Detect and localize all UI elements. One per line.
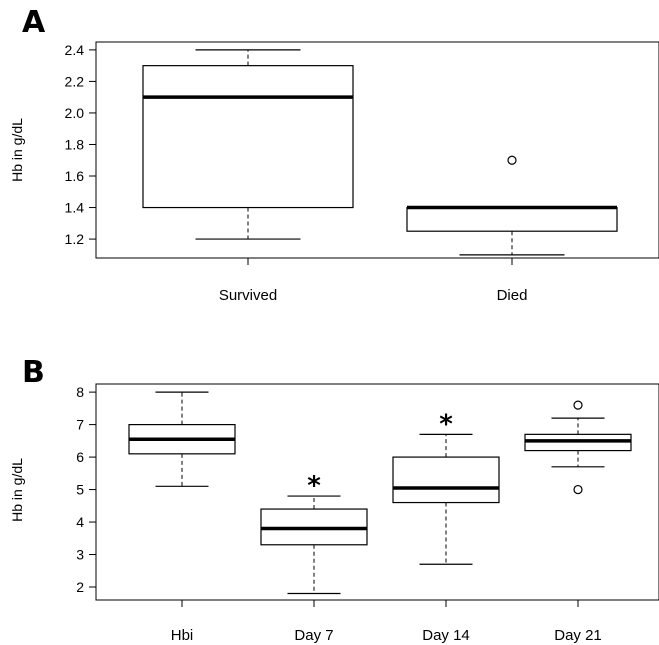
panel-a-y-tick-label: 1.8 [65, 136, 85, 152]
panel-b-significance-marker: * [307, 471, 321, 501]
panel-a-iqr-box [406, 206, 618, 232]
panel-a-y-tick-label: 1.4 [65, 200, 85, 216]
panel-b-category-label: Day 14 [422, 627, 470, 644]
panel-a-y-tick-label: 2.2 [65, 73, 85, 89]
panel-b-box-group: * [260, 471, 368, 595]
panel-a-box-group [406, 155, 618, 256]
panel-b-box-group [524, 400, 632, 495]
panel-a-category-labels: Survived Died [219, 258, 528, 304]
panel-b-boxes: ** [128, 391, 632, 595]
panel-b-category-label: Day 7 [294, 627, 333, 644]
panel-a-y-tick-label: 2.4 [65, 42, 85, 58]
panel-b-y-tick-label: 2 [76, 579, 84, 595]
panel-a-box-group [142, 49, 354, 240]
panel-b-y-tick-label: 8 [76, 384, 84, 400]
panel-b-box-group: * [392, 409, 500, 565]
panel-b-outlier-point [573, 484, 583, 495]
panel-a-category-label: Survived [219, 287, 277, 304]
panel-b-iqr-box [392, 456, 500, 504]
panel-a-y-axis-label: Hb in g/dL [9, 118, 25, 182]
panel-b-y-tick-label: 7 [76, 417, 84, 433]
panel-a: A Hb in g/dL 1.2 1.4 1.6 1.8 2.0 2.2 2.4 Survi… [9, 5, 659, 304]
panel-a-y-tick-label: 1.2 [65, 231, 85, 247]
panel-a-boxes [142, 49, 618, 256]
panel-b-category-label: Hbi [171, 627, 194, 644]
panel-b-y-tick-label: 3 [76, 547, 84, 563]
panel-a-y-tick-label: 1.6 [65, 168, 85, 184]
panel-a-iqr-box [142, 65, 354, 209]
panel-b-letter: B [22, 355, 45, 390]
panel-b-y-tick-label: 4 [76, 514, 84, 530]
panel-b-y-tick-label: 6 [76, 449, 84, 465]
panel-b-y-ticks: 2 3 4 5 6 7 8 [76, 384, 96, 595]
panel-b-box-group [128, 391, 236, 487]
panel-b-significance-marker: * [439, 409, 453, 439]
panel-b-category-labels: Hbi Day 7 Day 14 Day 21 [171, 600, 602, 644]
panel-b-y-tick-label: 5 [76, 482, 84, 498]
panel-b-category-label: Day 21 [554, 627, 602, 644]
panel-b-y-axis-label: Hb in g/dL [9, 458, 25, 522]
panel-a-outlier-point [507, 155, 517, 165]
panel-a-category-label: Died [497, 287, 528, 304]
panel-a-letter: A [22, 5, 46, 40]
panel-a-y-tick-label: 2.0 [65, 105, 85, 121]
panel-b-outlier-point [573, 400, 583, 410]
panel-a-y-ticks: 1.2 1.4 1.6 1.8 2.0 2.2 2.4 [65, 42, 96, 247]
